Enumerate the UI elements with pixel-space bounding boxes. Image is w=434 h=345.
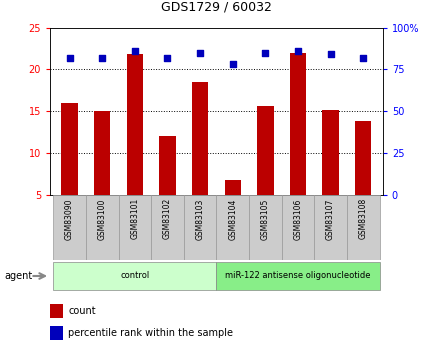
Bar	[289, 53, 306, 195]
Point	[261, 50, 268, 56]
Bar	[191, 82, 208, 195]
Point	[131, 48, 138, 54]
Bar	[314, 195, 346, 260]
Text: GSM83107: GSM83107	[326, 198, 334, 239]
Text: GSM83105: GSM83105	[260, 198, 269, 239]
Bar	[86, 195, 118, 260]
Bar	[281, 195, 314, 260]
Bar	[94, 111, 110, 195]
Text: GSM83103: GSM83103	[195, 198, 204, 239]
Text: GSM83090: GSM83090	[65, 198, 74, 240]
Point	[99, 55, 105, 60]
Point	[196, 50, 203, 56]
Bar	[159, 136, 175, 195]
Bar	[224, 180, 240, 195]
Text: GSM83102: GSM83102	[163, 198, 171, 239]
Point	[66, 55, 73, 60]
Bar	[61, 103, 78, 195]
Point	[164, 55, 171, 60]
Point	[359, 55, 366, 60]
Text: GSM83101: GSM83101	[130, 198, 139, 239]
Text: control: control	[120, 272, 149, 280]
Bar	[216, 195, 249, 260]
Text: GSM83104: GSM83104	[228, 198, 237, 239]
Text: GDS1729 / 60032: GDS1729 / 60032	[161, 1, 271, 14]
Text: GSM83106: GSM83106	[293, 198, 302, 239]
Bar	[118, 195, 151, 260]
Bar	[50, 326, 63, 340]
Text: GSM83108: GSM83108	[358, 198, 367, 239]
Bar	[184, 195, 216, 260]
Bar	[53, 262, 216, 290]
Bar	[126, 55, 143, 195]
Bar	[50, 304, 63, 318]
Bar	[322, 110, 338, 195]
Bar	[256, 106, 273, 195]
Text: miR-122 antisense oligonucleotide: miR-122 antisense oligonucleotide	[225, 272, 370, 280]
Text: count: count	[68, 306, 96, 316]
Point	[294, 48, 301, 54]
Bar	[216, 262, 379, 290]
Text: percentile rank within the sample: percentile rank within the sample	[68, 328, 233, 338]
Text: agent: agent	[4, 271, 33, 281]
Point	[326, 52, 333, 57]
Bar	[53, 195, 86, 260]
Bar	[346, 195, 379, 260]
Bar	[151, 195, 184, 260]
Bar	[249, 195, 281, 260]
Point	[229, 62, 236, 67]
Bar	[354, 121, 371, 195]
Text: GSM83100: GSM83100	[98, 198, 106, 239]
